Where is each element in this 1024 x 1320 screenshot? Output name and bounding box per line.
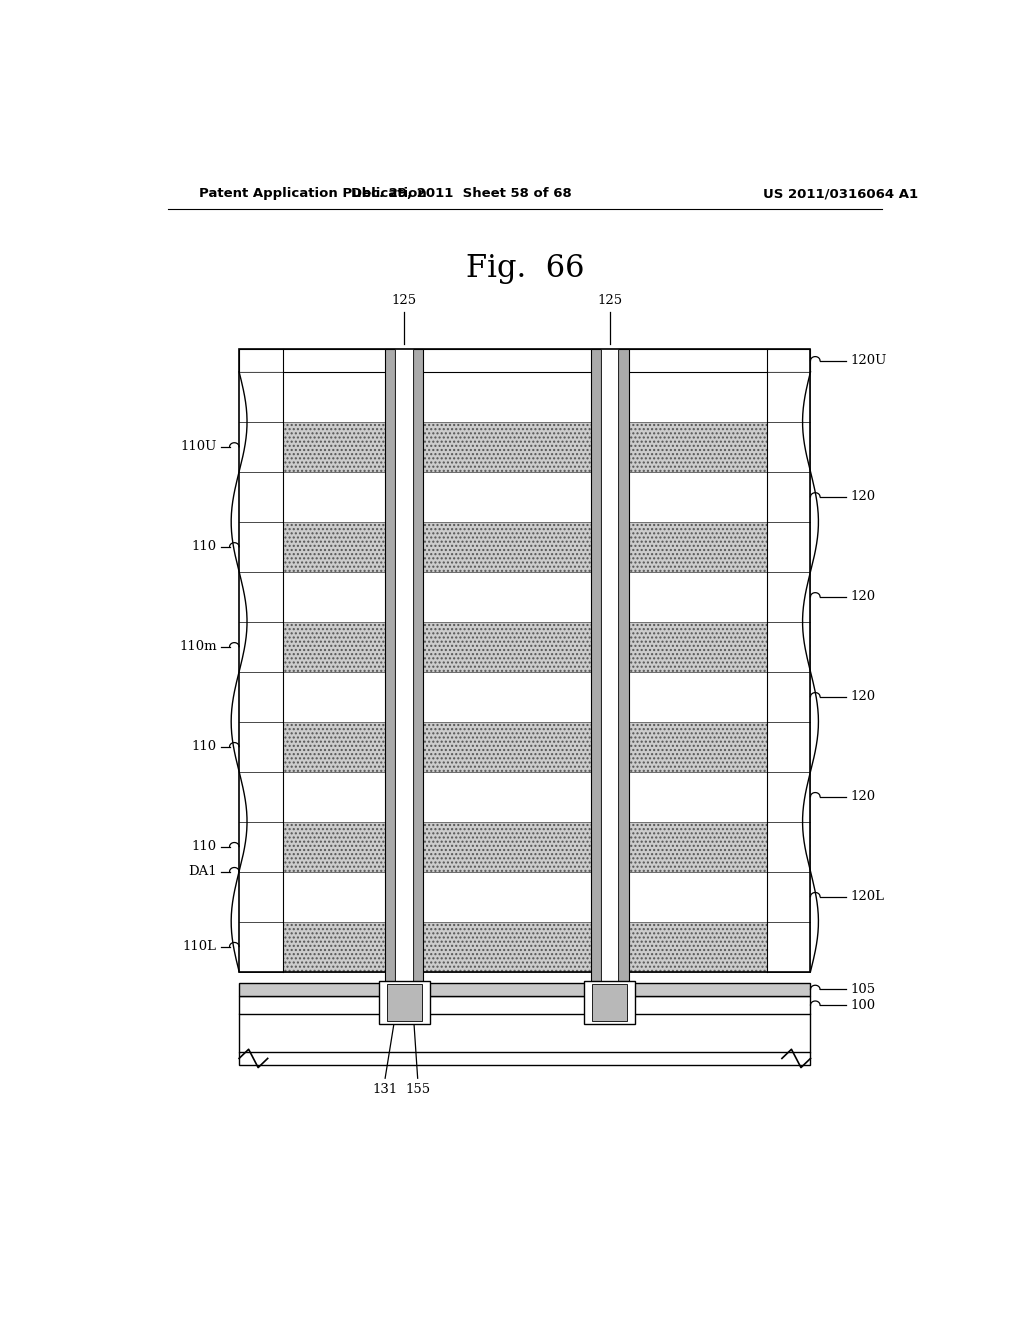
Bar xyxy=(240,1052,811,1065)
Bar xyxy=(240,372,283,972)
Bar xyxy=(240,422,811,471)
Bar xyxy=(240,921,811,972)
Bar xyxy=(591,350,601,982)
Text: Patent Application Publication: Patent Application Publication xyxy=(200,187,427,201)
Text: 131: 131 xyxy=(373,1084,397,1097)
Bar xyxy=(379,981,430,1024)
Bar xyxy=(385,350,395,982)
Bar xyxy=(240,622,811,672)
Bar xyxy=(240,672,811,722)
Bar xyxy=(240,821,811,871)
Text: DA1: DA1 xyxy=(188,865,217,878)
Text: 100: 100 xyxy=(850,998,876,1011)
Text: 120: 120 xyxy=(850,690,876,704)
Bar xyxy=(240,521,811,572)
Bar xyxy=(240,372,811,422)
Text: 110: 110 xyxy=(191,741,217,754)
Text: 110L: 110L xyxy=(183,940,217,953)
Text: 120U: 120U xyxy=(850,354,887,367)
Text: 125: 125 xyxy=(391,294,417,306)
Bar xyxy=(395,350,413,982)
Bar xyxy=(240,772,811,821)
Bar xyxy=(240,572,811,622)
Text: 155: 155 xyxy=(406,1084,430,1097)
Text: Fig.  66: Fig. 66 xyxy=(466,252,584,284)
Bar xyxy=(240,982,811,995)
Text: Dec. 29, 2011  Sheet 58 of 68: Dec. 29, 2011 Sheet 58 of 68 xyxy=(351,187,571,201)
Text: 120: 120 xyxy=(850,791,876,803)
Bar xyxy=(240,995,811,1014)
Bar xyxy=(387,983,422,1022)
Bar xyxy=(601,350,618,982)
Bar xyxy=(618,350,629,982)
Text: 110: 110 xyxy=(191,540,217,553)
Bar xyxy=(240,350,811,372)
Text: 125: 125 xyxy=(597,294,623,306)
Bar xyxy=(240,871,811,921)
Bar xyxy=(240,350,811,972)
Bar xyxy=(585,981,635,1024)
Bar xyxy=(767,372,811,972)
Text: US 2011/0316064 A1: US 2011/0316064 A1 xyxy=(763,187,918,201)
Text: 120: 120 xyxy=(850,590,876,603)
Text: 110U: 110U xyxy=(180,441,217,453)
Text: 110: 110 xyxy=(191,840,217,853)
Text: 120: 120 xyxy=(850,490,876,503)
Bar xyxy=(240,722,811,772)
Bar xyxy=(240,471,811,521)
Bar xyxy=(592,983,627,1022)
Text: 110m: 110m xyxy=(179,640,217,653)
Text: 120L: 120L xyxy=(850,890,884,903)
Text: 105: 105 xyxy=(850,983,876,995)
Bar xyxy=(413,350,423,982)
